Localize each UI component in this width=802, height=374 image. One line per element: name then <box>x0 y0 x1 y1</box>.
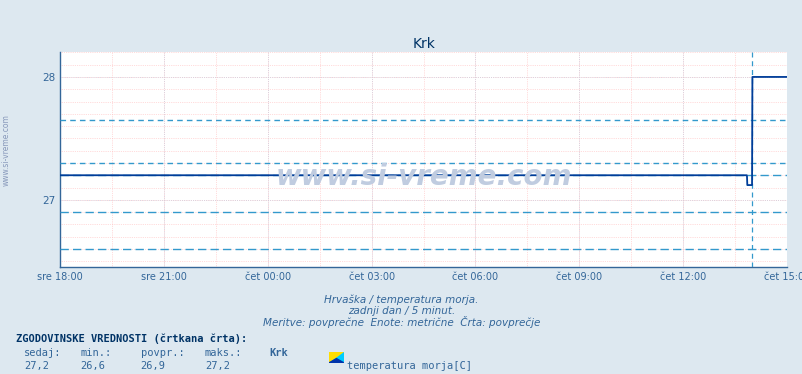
Text: 26,6: 26,6 <box>80 361 105 371</box>
Text: www.si-vreme.com: www.si-vreme.com <box>2 114 11 186</box>
Polygon shape <box>329 352 343 363</box>
Text: 27,2: 27,2 <box>205 361 229 371</box>
Text: sedaj:: sedaj: <box>24 348 62 358</box>
Polygon shape <box>329 359 343 363</box>
Text: zadnji dan / 5 minut.: zadnji dan / 5 minut. <box>347 306 455 316</box>
Text: min.:: min.: <box>80 348 111 358</box>
Text: maks.:: maks.: <box>205 348 242 358</box>
Text: povpr.:: povpr.: <box>140 348 184 358</box>
Text: www.si-vreme.com: www.si-vreme.com <box>275 163 571 191</box>
Text: Meritve: povprečne  Enote: metrične  Črta: povprečje: Meritve: povprečne Enote: metrične Črta:… <box>262 316 540 328</box>
Text: Hrvaška / temperatura morja.: Hrvaška / temperatura morja. <box>324 295 478 305</box>
Text: ZGODOVINSKE VREDNOSTI (črtkana črta):: ZGODOVINSKE VREDNOSTI (črtkana črta): <box>16 334 247 344</box>
Text: 27,2: 27,2 <box>24 361 49 371</box>
Text: Krk: Krk <box>269 348 287 358</box>
Title: Krk: Krk <box>411 37 435 51</box>
Polygon shape <box>329 352 343 363</box>
Text: temperatura morja[C]: temperatura morja[C] <box>346 361 472 371</box>
Text: 26,9: 26,9 <box>140 361 165 371</box>
